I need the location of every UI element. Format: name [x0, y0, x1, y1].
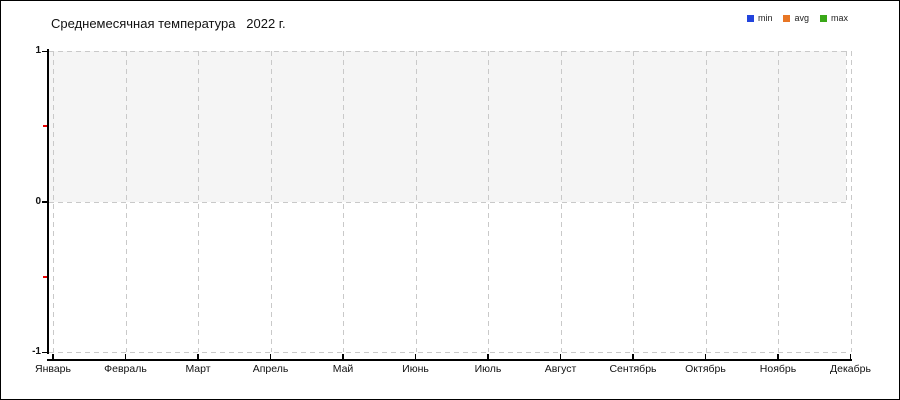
x-axis-tick [52, 354, 54, 360]
x-category-label: Июнь [402, 362, 429, 375]
horizontal-gridline [49, 352, 846, 353]
x-axis-tick [124, 354, 127, 360]
legend-item-avg: avg [783, 14, 809, 23]
x-category-label: Август [544, 362, 577, 375]
legend-item-min: min [746, 13, 773, 23]
legend-item-max: max [819, 13, 848, 23]
chart-legend: min avg max [746, 13, 848, 23]
vertical-gridline [850, 51, 852, 352]
x-category-label: Апрель [252, 362, 289, 375]
x-axis [47, 359, 852, 361]
x-category-label: Октябрь [685, 362, 726, 375]
x-axis-tick [849, 354, 852, 360]
x-category-label: Март [185, 362, 211, 375]
y-axis-minor-tick [43, 125, 47, 128]
horizontal-gridline [49, 51, 846, 52]
x-category-label: Январь [35, 362, 71, 375]
x-category-label: Июль [474, 362, 502, 375]
y-axis-tick [42, 50, 47, 52]
legend-label: avg [794, 13, 809, 23]
y-tick-label: 1 [35, 45, 41, 56]
x-axis-tick [342, 354, 344, 360]
x-axis-tick [559, 354, 562, 360]
band-right-edge [846, 51, 847, 202]
x-category-label: Сентябрь [609, 362, 657, 375]
x-axis-tick [414, 354, 417, 360]
legend-swatch-avg [783, 15, 791, 22]
y-tick-label: -1 [32, 346, 41, 357]
y-axis-tick [42, 201, 47, 203]
x-category-label: Декабрь [830, 362, 871, 375]
legend-label: max [830, 13, 848, 23]
legend-swatch-max [819, 15, 827, 22]
legend-swatch-min [746, 15, 754, 22]
x-axis-tick [632, 354, 634, 360]
y-axis-tick [42, 351, 47, 353]
x-category-label: Май [332, 362, 354, 375]
legend-label: min [757, 13, 773, 23]
horizontal-gridline [49, 201, 846, 203]
x-axis-tick [777, 354, 779, 360]
y-axis-minor-tick [43, 275, 47, 278]
x-category-label: Февраль [104, 362, 147, 375]
x-axis-tick [487, 354, 489, 360]
x-axis-tick [269, 354, 272, 360]
y-tick-label: 0 [35, 195, 41, 207]
highlight-band [49, 51, 846, 202]
x-category-label: Ноябрь [759, 362, 797, 375]
chart-title: Среднемесячная температура 2022 г. [51, 16, 286, 31]
y-axis [47, 49, 49, 354]
x-axis-tick [704, 354, 707, 360]
x-axis-tick [197, 354, 199, 360]
